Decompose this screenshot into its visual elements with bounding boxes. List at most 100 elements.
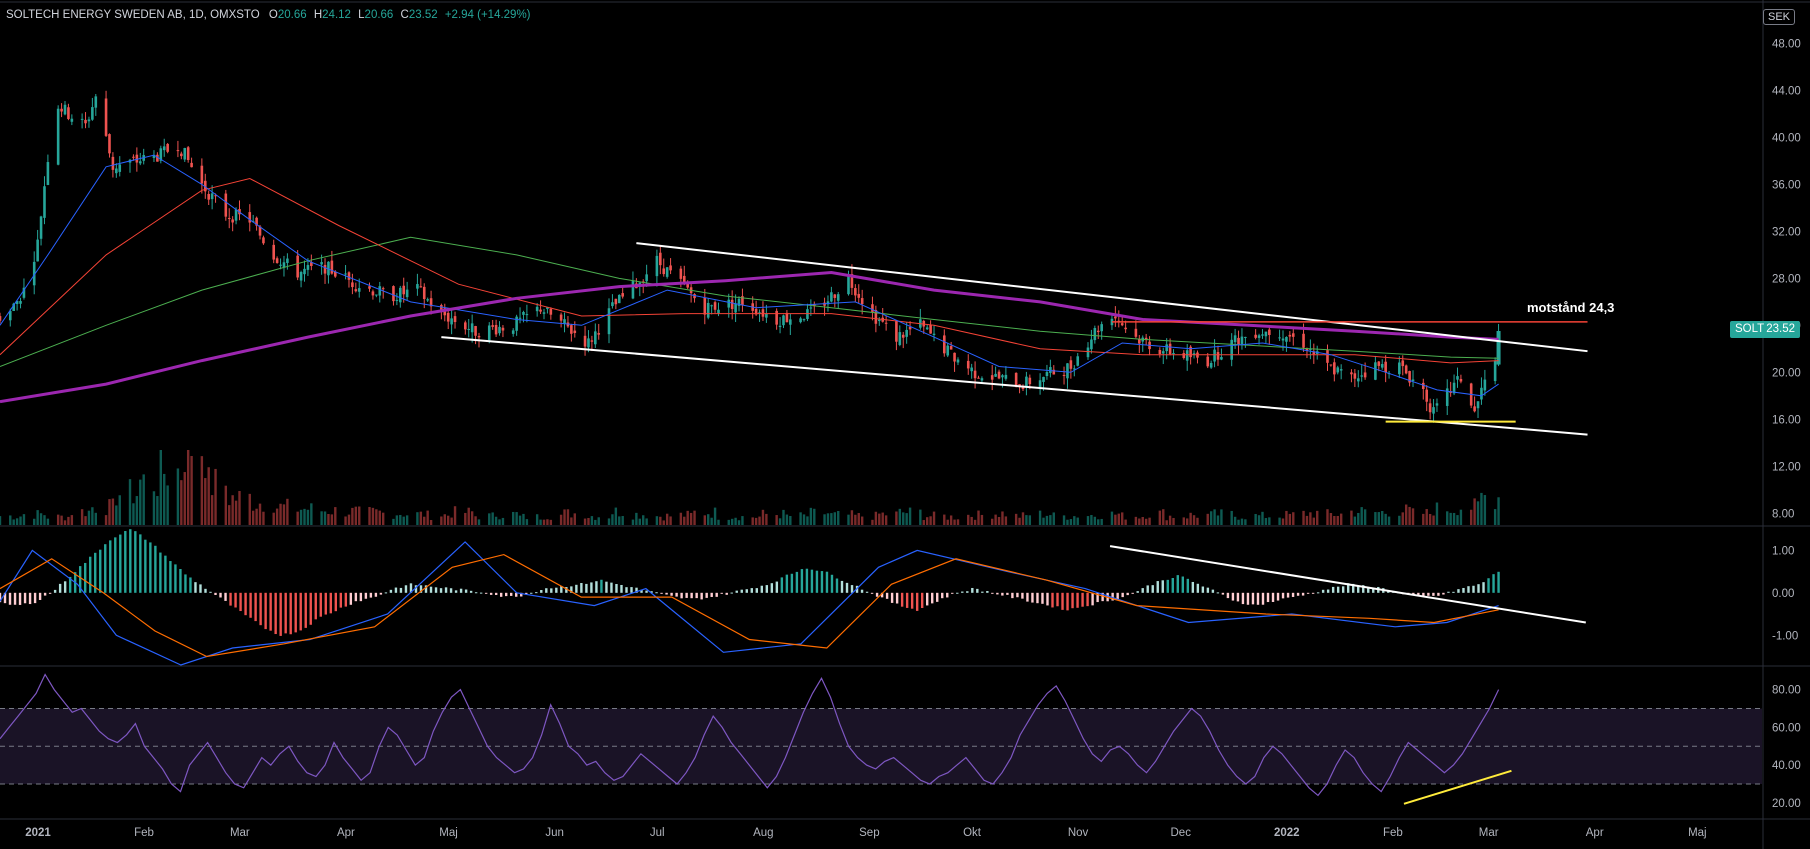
candle-body xyxy=(1209,363,1213,368)
volume-bar xyxy=(1025,515,1028,525)
macd-hist-bar xyxy=(770,583,774,593)
candle-body xyxy=(590,340,594,342)
macd-hist-bar xyxy=(344,592,348,607)
candle-body xyxy=(207,193,211,200)
volume-bar xyxy=(1381,511,1384,525)
macd-hist-bar xyxy=(1116,592,1119,600)
candle-body xyxy=(162,146,166,151)
candle-body xyxy=(19,301,22,304)
volume-bar xyxy=(488,513,491,525)
time-tick-label: Feb xyxy=(134,827,154,839)
macd-hist-bar xyxy=(434,587,438,593)
macd-hist-bar xyxy=(996,592,999,595)
macd-hist-bar xyxy=(1236,592,1240,602)
macd-hist-bar xyxy=(1136,591,1139,593)
candle-body xyxy=(850,274,854,288)
macd-hist-bar xyxy=(0,592,2,603)
macd-hist-bar xyxy=(645,590,648,593)
volume-bar xyxy=(1483,495,1487,525)
time-tick-label: Dec xyxy=(1171,827,1192,839)
candle-body xyxy=(587,338,590,348)
macd-hist-bar xyxy=(164,555,167,593)
candle-body xyxy=(1052,369,1056,375)
macd-signal-line xyxy=(0,553,1499,658)
price-tick-label: 32.00 xyxy=(1772,226,1801,238)
candle-body xyxy=(1473,406,1476,412)
volume-bar xyxy=(33,518,36,525)
candle-body xyxy=(1281,338,1285,341)
candle-body xyxy=(1110,318,1114,326)
candle-body xyxy=(898,332,902,345)
candle-body xyxy=(884,322,888,324)
candle-body xyxy=(210,193,214,200)
macd-hist-bar xyxy=(1011,592,1014,599)
macd-hist-bar xyxy=(209,591,212,593)
macd-hist-bar xyxy=(1311,592,1315,594)
volume-bar xyxy=(546,519,549,525)
volume-bar xyxy=(823,514,826,525)
candle-body xyxy=(111,156,115,170)
candle-body xyxy=(1165,344,1168,352)
candle-body xyxy=(734,303,737,313)
macd-hist-bar xyxy=(474,592,478,594)
macd-hist-bar xyxy=(530,592,533,594)
macd-hist-bar xyxy=(23,592,27,604)
candle-body xyxy=(905,329,908,337)
macd-hist-bar xyxy=(655,592,658,594)
candle-body xyxy=(997,371,1001,379)
volume-bar xyxy=(358,506,361,525)
macd-hist-bar xyxy=(956,592,959,594)
volume-bar xyxy=(977,510,980,525)
macd-hist-bar xyxy=(515,592,518,597)
candle-body xyxy=(874,310,878,324)
macd-hist-bar xyxy=(1412,592,1415,595)
candle-body xyxy=(607,308,611,335)
currency-button[interactable]: SEK xyxy=(1762,9,1795,25)
volume-bar xyxy=(614,507,618,525)
volume-bar xyxy=(826,513,830,525)
volume-bar xyxy=(46,518,50,525)
candle-body xyxy=(487,325,491,341)
candle-body xyxy=(180,153,183,157)
candle-body xyxy=(224,193,228,217)
volume-bar xyxy=(860,516,864,525)
volume-bar xyxy=(1213,509,1216,525)
macd-hist-bar xyxy=(1131,592,1134,594)
candle-body xyxy=(227,217,231,219)
high-value: 24.12 xyxy=(322,9,351,21)
volume-bar xyxy=(320,511,323,525)
macd-hist-bar xyxy=(1336,586,1340,593)
symbol-title[interactable]: SOLTECH ENERGY SWEDEN AB, 1D, OMXSTO xyxy=(6,9,260,21)
macd-hist-bar xyxy=(214,592,217,595)
candle-body xyxy=(108,134,111,154)
volume-bar xyxy=(395,515,399,525)
macd-hist-bar xyxy=(399,587,403,593)
candle-body xyxy=(1285,336,1288,342)
change-value: +2.94 (+14.29%) xyxy=(444,9,531,21)
macd-hist-bar xyxy=(1166,579,1169,593)
volume-bar xyxy=(108,499,111,525)
candle-body xyxy=(854,288,857,296)
macd-hist-bar xyxy=(374,592,378,597)
volume-bar xyxy=(850,510,854,525)
macd-hist-bar xyxy=(1226,592,1230,599)
candle-body xyxy=(296,255,299,278)
volume-bar xyxy=(135,496,139,525)
candle-body xyxy=(1268,329,1271,335)
ema-mid-line xyxy=(0,177,1499,364)
volume-bar xyxy=(778,518,782,525)
macd-hist-bar xyxy=(199,584,202,593)
macd-hist-bar xyxy=(580,583,583,593)
macd-hist-bar xyxy=(224,592,227,601)
volume-bar xyxy=(12,519,15,525)
time-tick-label: Mar xyxy=(230,827,250,839)
candle-body xyxy=(597,333,601,335)
macd-hist-bar xyxy=(18,592,22,605)
volume-bar xyxy=(809,507,813,525)
macd-hist-bar xyxy=(58,583,62,593)
macd-hist-bar xyxy=(690,592,693,599)
macd-hist-bar xyxy=(89,556,92,593)
macd-hist-bar xyxy=(845,582,849,593)
